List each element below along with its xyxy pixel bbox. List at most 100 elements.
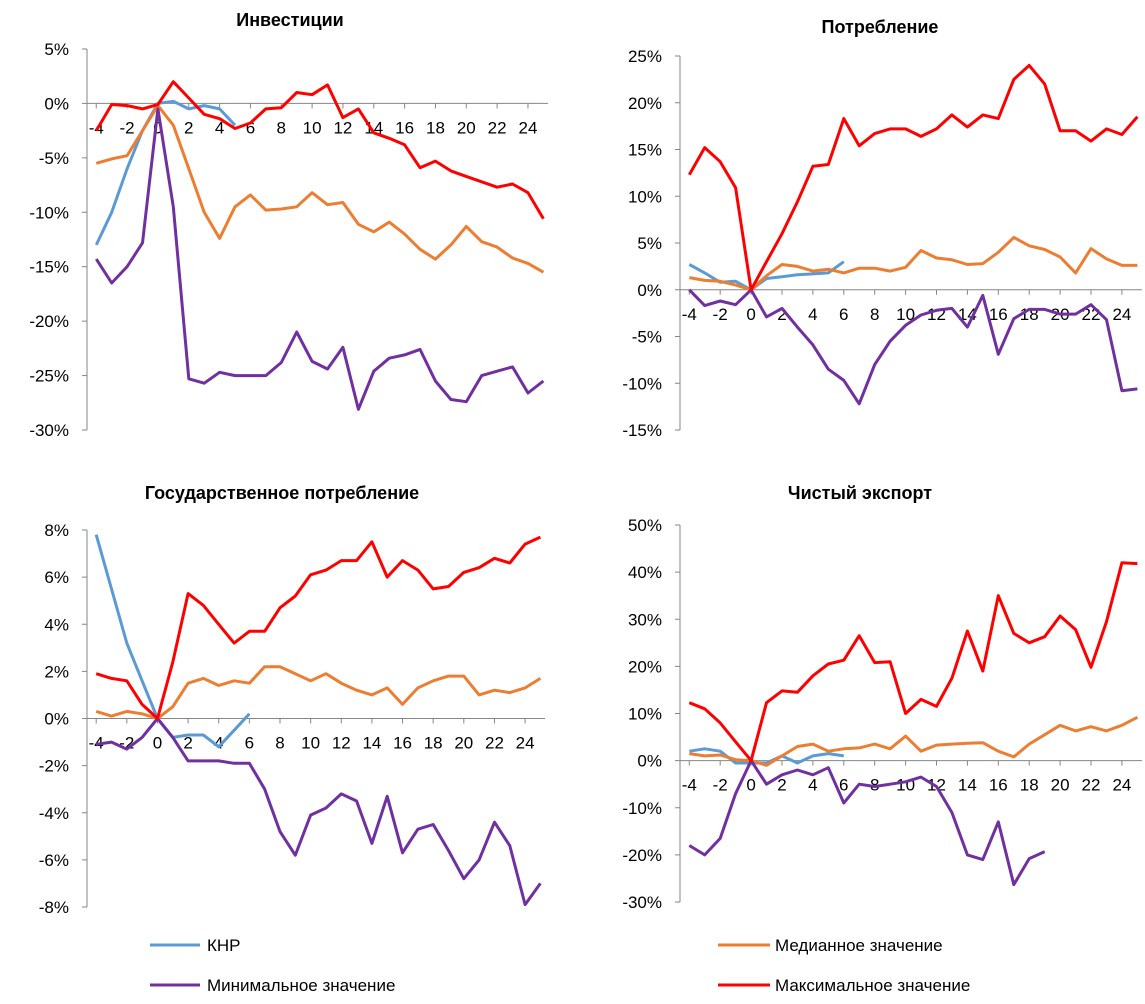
x-tick-label: 4	[808, 776, 817, 795]
x-tick-label: 16	[395, 118, 414, 137]
x-tick-label: 20	[454, 734, 473, 753]
x-tick-label: 20	[457, 118, 476, 137]
series-line	[689, 235, 1138, 292]
x-tick-label: 6	[839, 776, 848, 795]
x-tick-label: -2	[120, 118, 135, 137]
series-line	[688, 288, 1138, 406]
y-tick-label: -20%	[622, 846, 662, 865]
y-tick-label: -5%	[39, 149, 69, 168]
x-tick-label: 22	[1082, 776, 1101, 795]
x-tick-label: 22	[488, 118, 507, 137]
x-tick-label: 16	[393, 734, 412, 753]
x-tick-label: 0	[153, 734, 162, 753]
x-tick-label: 24	[1112, 305, 1131, 324]
series-line	[95, 104, 545, 274]
y-tick-label: 0%	[637, 281, 662, 300]
x-tick-label: 18	[1020, 776, 1039, 795]
y-tick-label: -10%	[622, 799, 662, 818]
x-tick-label: 12	[332, 734, 351, 753]
legend-label: КНР	[207, 936, 241, 955]
x-tick-label: -2	[713, 776, 728, 795]
x-tick-label: 6	[839, 305, 848, 324]
y-tick-label: -6%	[39, 851, 69, 870]
y-tick-label: 10%	[628, 187, 662, 206]
x-tick-label: 24	[516, 734, 535, 753]
y-tick-label: 10%	[628, 705, 662, 724]
x-tick-label: 4	[214, 734, 223, 753]
x-tick-label: 14	[362, 734, 381, 753]
x-tick-label: 0	[746, 305, 755, 324]
x-tick-label: 16	[989, 305, 1008, 324]
x-tick-label: 8	[870, 305, 879, 324]
x-tick-label: 24	[518, 118, 537, 137]
y-tick-label: 5%	[44, 40, 69, 59]
x-tick-label: 24	[1112, 776, 1131, 795]
y-tick-label: 50%	[628, 516, 662, 535]
chart-title: Инвестиции	[236, 10, 344, 30]
y-tick-label: -20%	[29, 312, 69, 331]
x-tick-label: 6	[246, 118, 255, 137]
legend-label: Медианное значение	[775, 936, 943, 955]
y-tick-label: 20%	[628, 94, 662, 113]
y-tick-label: -5%	[632, 328, 662, 347]
x-tick-label: 16	[989, 776, 1008, 795]
y-tick-label: 0%	[637, 752, 662, 771]
x-tick-label: 6	[245, 734, 254, 753]
x-tick-label: 18	[424, 734, 443, 753]
x-tick-label: 10	[896, 305, 915, 324]
y-tick-label: -8%	[39, 898, 69, 917]
y-tick-label: 40%	[628, 563, 662, 582]
legend-label: Максимальное значение	[775, 976, 970, 995]
x-tick-label: 4	[215, 118, 224, 137]
series-line	[95, 107, 545, 411]
y-tick-label: -25%	[29, 367, 69, 386]
x-tick-label: 12	[927, 305, 946, 324]
y-tick-label: -15%	[29, 258, 69, 277]
series-line	[688, 759, 1046, 887]
series-line	[95, 535, 542, 720]
series-line	[688, 260, 845, 292]
y-tick-label: 0%	[44, 710, 69, 729]
y-tick-label: 20%	[628, 657, 662, 676]
x-tick-label: -2	[713, 305, 728, 324]
y-tick-label: 30%	[628, 610, 662, 629]
series-line	[689, 715, 1139, 767]
series-line	[688, 561, 1138, 763]
x-tick-label: 8	[275, 734, 284, 753]
y-tick-label: -30%	[29, 421, 69, 440]
y-tick-label: -30%	[622, 893, 662, 912]
x-tick-label: 0	[746, 776, 755, 795]
x-tick-label: 10	[303, 118, 322, 137]
y-tick-label: -2%	[39, 757, 69, 776]
y-tick-label: 15%	[628, 141, 662, 160]
y-tick-label: 4%	[44, 615, 69, 634]
x-tick-label: -4	[682, 776, 697, 795]
chart-title: Государственное потребление	[145, 483, 419, 503]
x-tick-label: 2	[183, 734, 192, 753]
y-tick-label: 8%	[44, 521, 69, 540]
x-tick-label: 18	[426, 118, 445, 137]
y-tick-label: -15%	[622, 421, 662, 440]
x-tick-label: 12	[333, 118, 352, 137]
y-tick-label: -4%	[39, 804, 69, 823]
y-tick-label: 5%	[637, 234, 662, 253]
x-tick-label: 20	[1051, 776, 1070, 795]
y-tick-label: -10%	[622, 374, 662, 393]
series-line	[95, 665, 542, 720]
x-tick-label: 2	[184, 118, 193, 137]
x-tick-label: 22	[485, 734, 504, 753]
x-tick-label: 4	[808, 305, 817, 324]
x-tick-label: 8	[277, 118, 286, 137]
series-line	[94, 99, 237, 246]
x-tick-label: 2	[777, 776, 786, 795]
x-tick-label: 0	[153, 118, 162, 137]
y-tick-label: 2%	[44, 662, 69, 681]
y-tick-label: 0%	[44, 94, 69, 113]
series-line	[689, 747, 845, 765]
y-tick-label: 6%	[44, 568, 69, 587]
chart-title: Потребление	[822, 17, 939, 37]
x-tick-label: 2	[777, 305, 786, 324]
x-tick-label: 14	[958, 776, 977, 795]
